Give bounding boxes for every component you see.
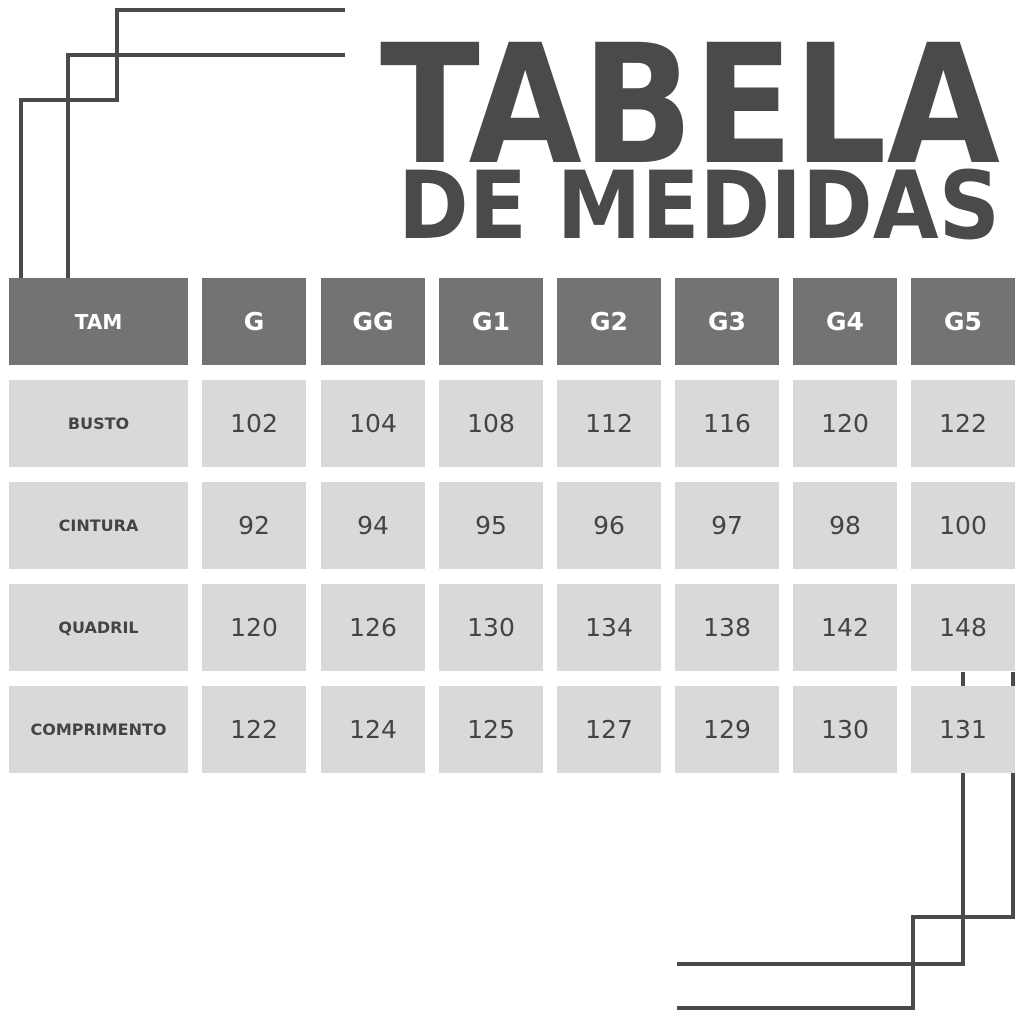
table-cell: 148 xyxy=(911,584,1015,671)
table-cell: 120 xyxy=(202,584,306,671)
page-title: TABELA DE MEDIDAS xyxy=(380,9,1000,260)
table-cell: 129 xyxy=(675,686,779,773)
corner-line-top-inner xyxy=(66,53,345,280)
table-cell: 104 xyxy=(321,380,425,467)
table-cell: 96 xyxy=(557,482,661,569)
header-cell-size: G5 xyxy=(911,278,1015,365)
table-cell: 95 xyxy=(439,482,543,569)
table-cell: 125 xyxy=(439,686,543,773)
corner-line-top-outer xyxy=(19,8,345,280)
header-cell-size: G3 xyxy=(675,278,779,365)
header-cell-size: G xyxy=(202,278,306,365)
row-label: CINTURA xyxy=(9,482,188,569)
header-cell-size: G1 xyxy=(439,278,543,365)
table-cell: 97 xyxy=(675,482,779,569)
table-cell: 100 xyxy=(911,482,1015,569)
table-cell: 127 xyxy=(557,686,661,773)
table-cell: 130 xyxy=(439,584,543,671)
table-cell: 94 xyxy=(321,482,425,569)
table-cell: 112 xyxy=(557,380,661,467)
header-cell-size: G4 xyxy=(793,278,897,365)
header-cell-size: G2 xyxy=(557,278,661,365)
corner-line-bottom-outer xyxy=(677,672,1015,1010)
table-cell: 102 xyxy=(202,380,306,467)
table-cell: 142 xyxy=(793,584,897,671)
title-line-1: TABELA xyxy=(380,9,1000,201)
row-label: COMPRIMENTO xyxy=(9,686,188,773)
header-cell-size: GG xyxy=(321,278,425,365)
row-label: BUSTO xyxy=(9,380,188,467)
table-cell: 98 xyxy=(793,482,897,569)
table-cell: 126 xyxy=(321,584,425,671)
title-line-2: DE MEDIDAS xyxy=(398,152,1000,260)
table-cell: 138 xyxy=(675,584,779,671)
table-cell: 116 xyxy=(675,380,779,467)
table-cell: 130 xyxy=(793,686,897,773)
row-label: QUADRIL xyxy=(9,584,188,671)
table-cell: 108 xyxy=(439,380,543,467)
table-cell: 131 xyxy=(911,686,1015,773)
table-cell: 124 xyxy=(321,686,425,773)
table-cell: 122 xyxy=(202,686,306,773)
header-cell-tam: TAM xyxy=(9,278,188,365)
table-cell: 134 xyxy=(557,584,661,671)
table-cell: 122 xyxy=(911,380,1015,467)
table-cell: 92 xyxy=(202,482,306,569)
table-cell: 120 xyxy=(793,380,897,467)
